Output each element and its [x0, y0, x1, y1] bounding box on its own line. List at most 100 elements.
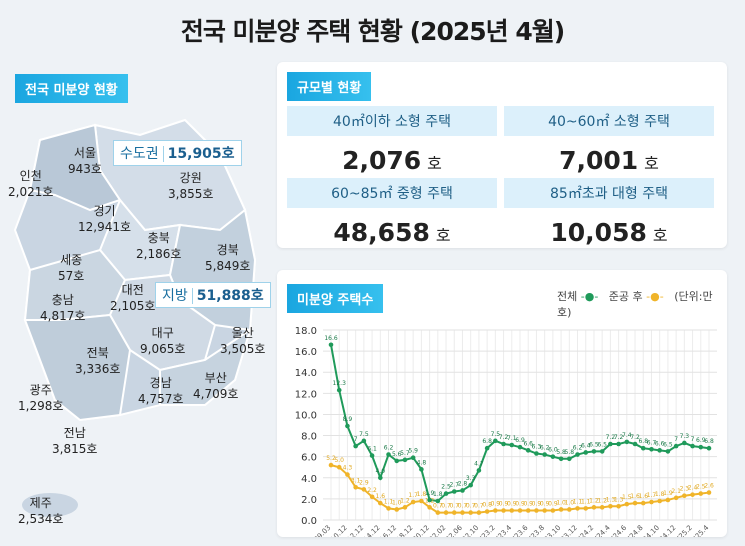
data-label: 5.0: [334, 457, 344, 464]
data-label: 6.5: [663, 441, 673, 448]
data-point: [706, 445, 712, 451]
data-label: 6.9: [696, 437, 706, 444]
data-point: [394, 458, 400, 464]
data-point: [591, 449, 597, 454]
data-point: [378, 475, 383, 481]
data-point: [682, 440, 687, 446]
data-label: 6.2: [540, 445, 550, 452]
data-label: 6.8: [638, 438, 648, 445]
data-point: [657, 498, 662, 504]
y-tick-label: 4.0: [301, 474, 317, 485]
data-point: [525, 508, 531, 513]
data-label: 7.2: [606, 434, 616, 441]
jeju-island: [22, 493, 78, 517]
data-label: 5.2: [326, 455, 336, 462]
data-point: [575, 506, 580, 511]
map-tag: 전국 미분양 현황: [15, 74, 128, 103]
data-label: 6.5: [597, 441, 607, 448]
data-label: 1.9: [425, 490, 435, 497]
data-point: [369, 453, 375, 458]
data-label: 1.2: [597, 497, 607, 504]
data-point: [558, 456, 564, 462]
data-point: [410, 455, 416, 461]
page-title: 전국 미분양 주택 현황 (2025년 4월): [180, 17, 565, 46]
data-label: 0.9: [523, 501, 533, 508]
data-point: [690, 492, 695, 497]
data-point: [517, 444, 523, 450]
data-label: 2.5: [696, 484, 706, 491]
data-label: 2.7: [449, 482, 459, 489]
data-label: 7.1: [507, 435, 517, 442]
data-label: 4.7: [474, 460, 484, 467]
data-point: [460, 488, 465, 493]
y-tick-label: 2.0: [301, 495, 317, 506]
data-label: 3.3: [466, 475, 476, 482]
capital-total-box: 수도권 15,905호: [113, 140, 242, 166]
data-point: [336, 464, 342, 470]
data-point: [402, 505, 408, 510]
data-label: 6.5: [589, 441, 599, 448]
region-label: 인천 2,021호: [8, 169, 54, 199]
size-panel: 규모별 현황 40㎡이하 소형 주택 2,076 호 40~60㎡ 소형 주택 7,0…: [277, 62, 727, 248]
data-label: 6.6: [523, 440, 533, 447]
data-point: [608, 441, 613, 447]
data-label: 0.7: [474, 503, 484, 510]
data-point: [443, 491, 449, 496]
data-label: 0.7: [441, 503, 451, 510]
x-tick-label: '25.4: [692, 523, 710, 537]
data-label: 1.2: [589, 497, 599, 504]
data-label: 5.6: [392, 451, 402, 458]
x-tick-label: '23.6: [512, 523, 530, 537]
legend-completed: 준공 후: [608, 290, 643, 303]
data-label: 2.6: [704, 483, 714, 490]
data-label: 7.5: [359, 431, 369, 438]
data-label: 3.1: [351, 477, 361, 484]
data-label: 0.7: [449, 503, 459, 510]
data-point: [649, 446, 654, 452]
unit-label: (단위:만 호): [557, 290, 713, 319]
region-label: 대전 2,105호: [110, 283, 156, 313]
size-cell: 85㎡초과 대형 주택 10,058 호: [504, 178, 714, 247]
data-label: 2.5: [441, 484, 451, 491]
data-point: [616, 503, 621, 509]
provincial-total-box: 지방 51,888호: [155, 282, 271, 308]
data-point: [353, 443, 358, 449]
data-point: [378, 500, 383, 506]
y-tick-label: 8.0: [301, 432, 317, 443]
data-point: [501, 441, 506, 447]
data-point: [509, 442, 515, 448]
data-label: 1.0: [556, 499, 566, 506]
data-label: 1.7: [647, 492, 657, 499]
legend: 전체 -●- 준공 후 -●- (단위:만 호): [557, 290, 713, 319]
region-label: 충남 4,817호: [40, 293, 86, 323]
data-label: 1.3: [606, 496, 616, 503]
size-cell: 60~85㎡ 중형 주택 48,658 호: [287, 178, 497, 247]
data-point: [369, 494, 375, 500]
data-point: [468, 510, 473, 515]
data-point: [345, 423, 350, 429]
data-label: 7.2: [614, 434, 624, 441]
data-point: [336, 387, 342, 393]
data-label: 8.9: [343, 416, 353, 423]
data-label: 2.1: [671, 488, 681, 495]
data-label: 1.3: [614, 496, 624, 503]
data-point: [657, 448, 662, 453]
data-point: [435, 510, 441, 515]
data-point: [558, 507, 564, 512]
data-label: 1.5: [622, 494, 632, 501]
data-point: [583, 450, 589, 455]
data-point: [690, 443, 695, 449]
region-label: 전북 3,336호: [75, 346, 121, 376]
data-label: 7.4: [622, 432, 632, 439]
data-label: 1.1: [581, 498, 591, 505]
region-label: 광주 1,298호: [18, 383, 64, 413]
data-point: [419, 498, 424, 504]
data-point: [616, 441, 621, 447]
data-label: 6.4: [581, 442, 591, 449]
data-label: 5.8: [556, 449, 566, 456]
y-tick-label: 0.0: [301, 516, 317, 527]
data-label: 0.9: [491, 501, 501, 508]
data-label: 0.9: [548, 501, 558, 508]
data-point: [361, 487, 367, 492]
data-point: [484, 445, 490, 451]
